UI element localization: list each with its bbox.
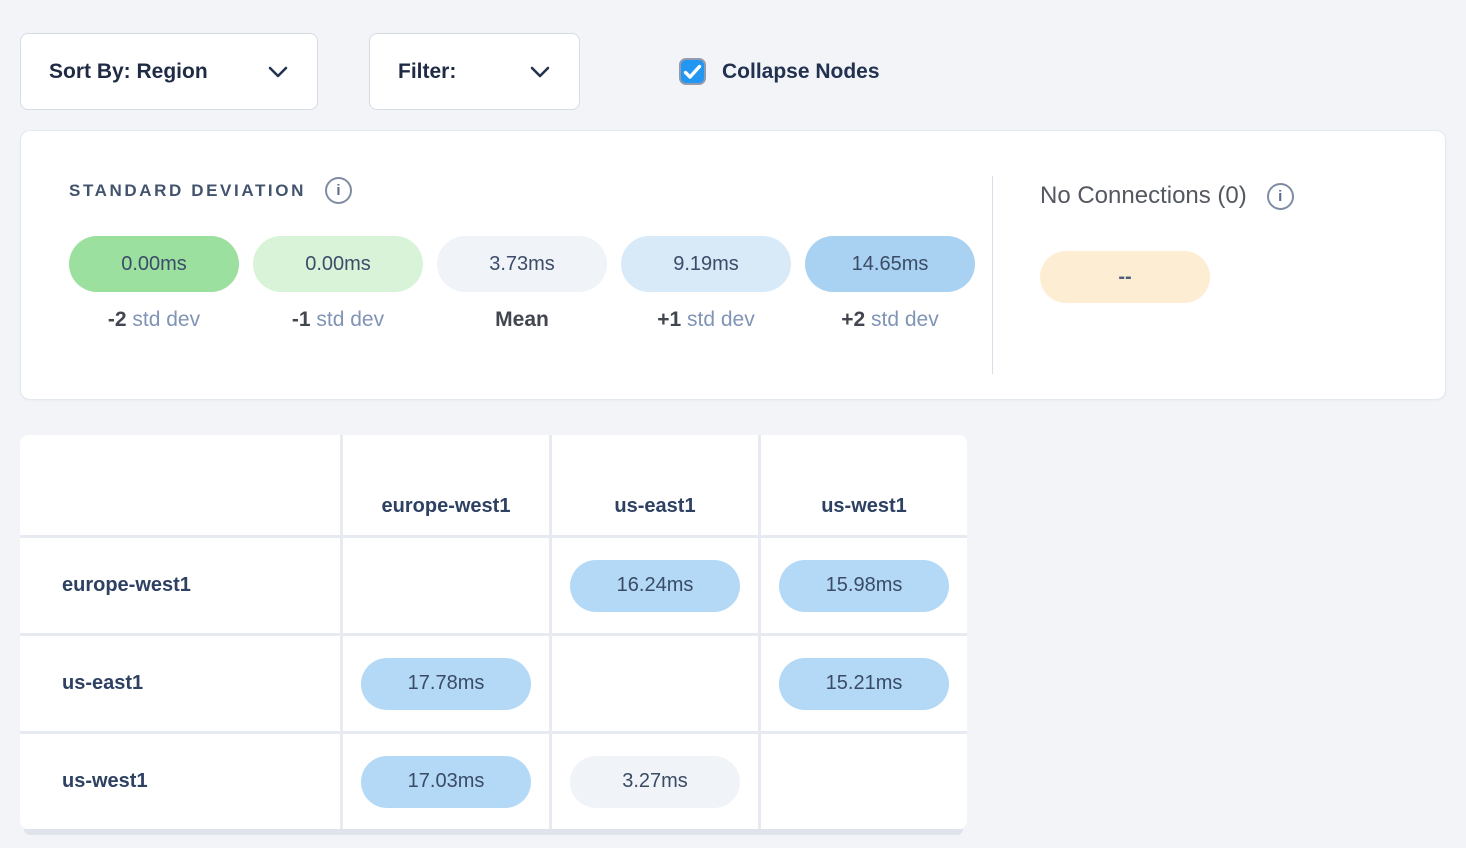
row-header-us-east1: us-east1 (20, 636, 340, 731)
std-dev-title: STANDARD DEVIATION (69, 180, 306, 200)
matrix-cell-us-west1-us-west1 (761, 734, 967, 829)
sort-by-dropdown[interactable]: Sort By: Region (20, 33, 318, 110)
collapse-nodes-checkbox[interactable] (679, 58, 706, 85)
matrix-cell-europe-west1-us-west1: 15.98ms (761, 538, 967, 633)
no-connections-title: No Connections (0) (1040, 182, 1247, 209)
sort-by-label: Sort By: Region (49, 59, 208, 83)
collapse-nodes-toggle[interactable]: Collapse Nodes (679, 58, 880, 85)
matrix-cell-us-west1-europe-west1: 17.03ms (343, 734, 549, 829)
matrix-cell-us-east1-us-west1: 15.21ms (761, 636, 967, 731)
filter-dropdown[interactable]: Filter: (369, 33, 580, 110)
latency-pill: 17.03ms (361, 755, 531, 808)
legend-label-plus2: +2 std dev (841, 308, 939, 331)
horizontal-scrollbar[interactable] (24, 829, 963, 835)
chevron-down-icon (267, 65, 289, 79)
legend-pill-plus1: 9.19ms (621, 236, 791, 292)
latency-matrix: europe-west1 us-east1 us-west1 europe-we… (20, 435, 967, 835)
no-connections-info-icon[interactable]: i (1266, 182, 1294, 210)
collapse-nodes-label[interactable]: Collapse Nodes (722, 59, 880, 83)
matrix-corner-cell (20, 435, 340, 535)
column-header-us-east1: us-east1 (552, 435, 758, 535)
latency-pill: 15.21ms (779, 657, 949, 710)
matrix-cell-us-east1-us-east1 (552, 636, 758, 731)
no-connections-pill: -- (1040, 251, 1210, 303)
legend-label-plus1: +1 std dev (657, 308, 755, 331)
legend-label-minus2: -2 std dev (107, 308, 201, 331)
checkmark-icon (683, 64, 702, 79)
column-header-europe-west1: europe-west1 (343, 435, 549, 535)
row-header-europe-west1: europe-west1 (20, 538, 340, 633)
toolbar: Sort By: Region Filter: Collapse Nodes (0, 0, 1466, 110)
std-dev-legend-pills: 0.00ms 0.00ms 3.73ms 9.19ms 14.65ms (69, 236, 992, 292)
legend-pill-minus1: 0.00ms (253, 236, 423, 292)
row-header-us-west1: us-west1 (20, 734, 340, 829)
column-header-us-west1: us-west1 (761, 435, 967, 535)
filter-label: Filter: (398, 59, 457, 83)
legend-label-mean: Mean (495, 308, 549, 331)
chevron-down-icon (529, 65, 551, 79)
latency-pill: 3.27ms (570, 755, 740, 808)
matrix-cell-us-east1-europe-west1: 17.78ms (343, 636, 549, 731)
std-dev-legend-labels: -2 std dev -1 std dev Mean +1 std dev +2… (69, 308, 992, 332)
std-dev-card: STANDARD DEVIATION i 0.00ms 0.00ms 3.73m… (20, 130, 1446, 400)
latency-pill: 17.78ms (361, 657, 531, 710)
legend-pill-minus2: 0.00ms (69, 236, 239, 292)
legend-label-minus1: -1 std dev (291, 308, 385, 331)
matrix-cell-europe-west1-us-east1: 16.24ms (552, 538, 758, 633)
matrix-cell-europe-west1-europe-west1 (343, 538, 549, 633)
legend-pill-mean: 3.73ms (437, 236, 607, 292)
no-connections-section: No Connections (0) i -- (992, 176, 1445, 374)
std-dev-info-icon[interactable]: i (324, 177, 352, 204)
latency-pill: 16.24ms (570, 559, 740, 612)
legend-pill-plus2: 14.65ms (805, 236, 975, 292)
matrix-cell-us-west1-us-east1: 3.27ms (552, 734, 758, 829)
latency-pill: 15.98ms (779, 559, 949, 612)
std-dev-section: STANDARD DEVIATION i 0.00ms 0.00ms 3.73m… (21, 131, 992, 399)
